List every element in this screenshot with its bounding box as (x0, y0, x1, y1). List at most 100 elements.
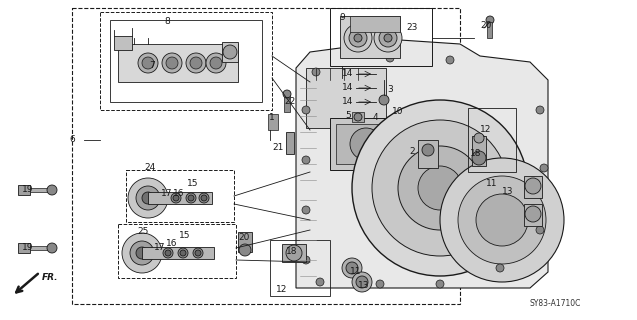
Text: 15: 15 (179, 231, 190, 241)
Text: 19: 19 (22, 244, 34, 252)
Circle shape (536, 106, 544, 114)
Circle shape (190, 57, 202, 69)
Bar (30, 246, 52, 250)
Text: 24: 24 (145, 164, 155, 172)
Circle shape (283, 90, 291, 98)
Circle shape (142, 57, 154, 69)
Bar (148, 192, 212, 204)
Bar (306, 68, 386, 128)
Bar (110, 20, 262, 102)
Circle shape (472, 151, 486, 165)
Bar (330, 8, 432, 66)
Circle shape (173, 195, 179, 201)
Text: 12: 12 (276, 285, 288, 294)
Bar (114, 36, 132, 50)
Bar (487, 22, 492, 38)
Circle shape (379, 95, 389, 105)
Circle shape (210, 57, 222, 69)
Text: 4: 4 (372, 114, 378, 123)
Text: 18: 18 (286, 247, 297, 257)
Bar (238, 232, 252, 252)
Circle shape (374, 24, 402, 52)
Text: 23: 23 (406, 23, 418, 33)
Circle shape (344, 24, 372, 52)
Bar (350, 16, 400, 32)
Circle shape (47, 243, 57, 253)
Text: 13: 13 (502, 188, 514, 196)
Circle shape (376, 280, 384, 288)
Bar (118, 44, 238, 82)
Text: 1: 1 (269, 114, 275, 123)
Circle shape (193, 248, 203, 258)
Circle shape (122, 233, 162, 273)
Circle shape (199, 193, 209, 203)
Circle shape (436, 280, 444, 288)
Circle shape (302, 206, 310, 214)
Circle shape (422, 144, 434, 156)
Bar (72, 8, 460, 304)
Text: 20: 20 (238, 234, 250, 243)
Bar (330, 118, 402, 170)
Circle shape (130, 241, 154, 265)
Circle shape (536, 226, 544, 234)
Circle shape (372, 120, 508, 256)
Text: 16: 16 (173, 189, 185, 198)
Circle shape (342, 258, 362, 278)
Text: 21: 21 (272, 143, 283, 153)
Circle shape (302, 106, 310, 114)
Circle shape (356, 276, 368, 288)
Text: 5: 5 (345, 111, 351, 121)
Circle shape (239, 244, 251, 256)
Circle shape (352, 100, 528, 276)
Text: 8: 8 (164, 18, 170, 27)
Text: 14: 14 (342, 98, 354, 107)
Bar (268, 114, 278, 130)
Bar (284, 94, 290, 112)
Circle shape (354, 113, 362, 121)
Circle shape (142, 192, 154, 204)
Circle shape (418, 166, 462, 210)
Text: 2: 2 (409, 148, 415, 156)
Circle shape (458, 176, 546, 264)
Circle shape (166, 57, 178, 69)
Circle shape (206, 53, 226, 73)
Text: 17: 17 (161, 189, 173, 198)
Text: 14: 14 (342, 69, 354, 78)
Bar (142, 247, 214, 259)
Bar (286, 132, 294, 154)
Text: 22: 22 (284, 98, 296, 107)
Circle shape (398, 146, 482, 230)
Bar (340, 16, 400, 58)
Text: 9: 9 (339, 13, 345, 22)
Text: 3: 3 (387, 85, 393, 94)
Bar (468, 108, 516, 172)
Text: 11: 11 (350, 268, 362, 276)
Text: 17: 17 (154, 244, 166, 252)
Text: SY83-A1710C: SY83-A1710C (530, 299, 582, 308)
Text: 6: 6 (69, 135, 75, 145)
Circle shape (474, 133, 484, 143)
Text: 11: 11 (486, 180, 497, 188)
Text: 14: 14 (342, 84, 354, 92)
Bar (524, 204, 542, 226)
Text: 20: 20 (480, 21, 492, 30)
Text: 7: 7 (149, 61, 155, 70)
Circle shape (354, 34, 362, 42)
Circle shape (186, 193, 196, 203)
Circle shape (223, 45, 237, 59)
Circle shape (440, 158, 564, 282)
Bar (418, 140, 438, 168)
Circle shape (286, 245, 302, 261)
Circle shape (525, 178, 541, 194)
Circle shape (171, 193, 181, 203)
Bar (30, 188, 52, 192)
Circle shape (379, 29, 397, 47)
Circle shape (486, 16, 494, 24)
Bar (18, 185, 30, 195)
Polygon shape (296, 40, 548, 288)
Text: 25: 25 (138, 228, 148, 236)
Text: 19: 19 (22, 186, 34, 195)
Circle shape (316, 278, 324, 286)
Text: FR.: FR. (42, 274, 59, 283)
Circle shape (136, 247, 148, 259)
